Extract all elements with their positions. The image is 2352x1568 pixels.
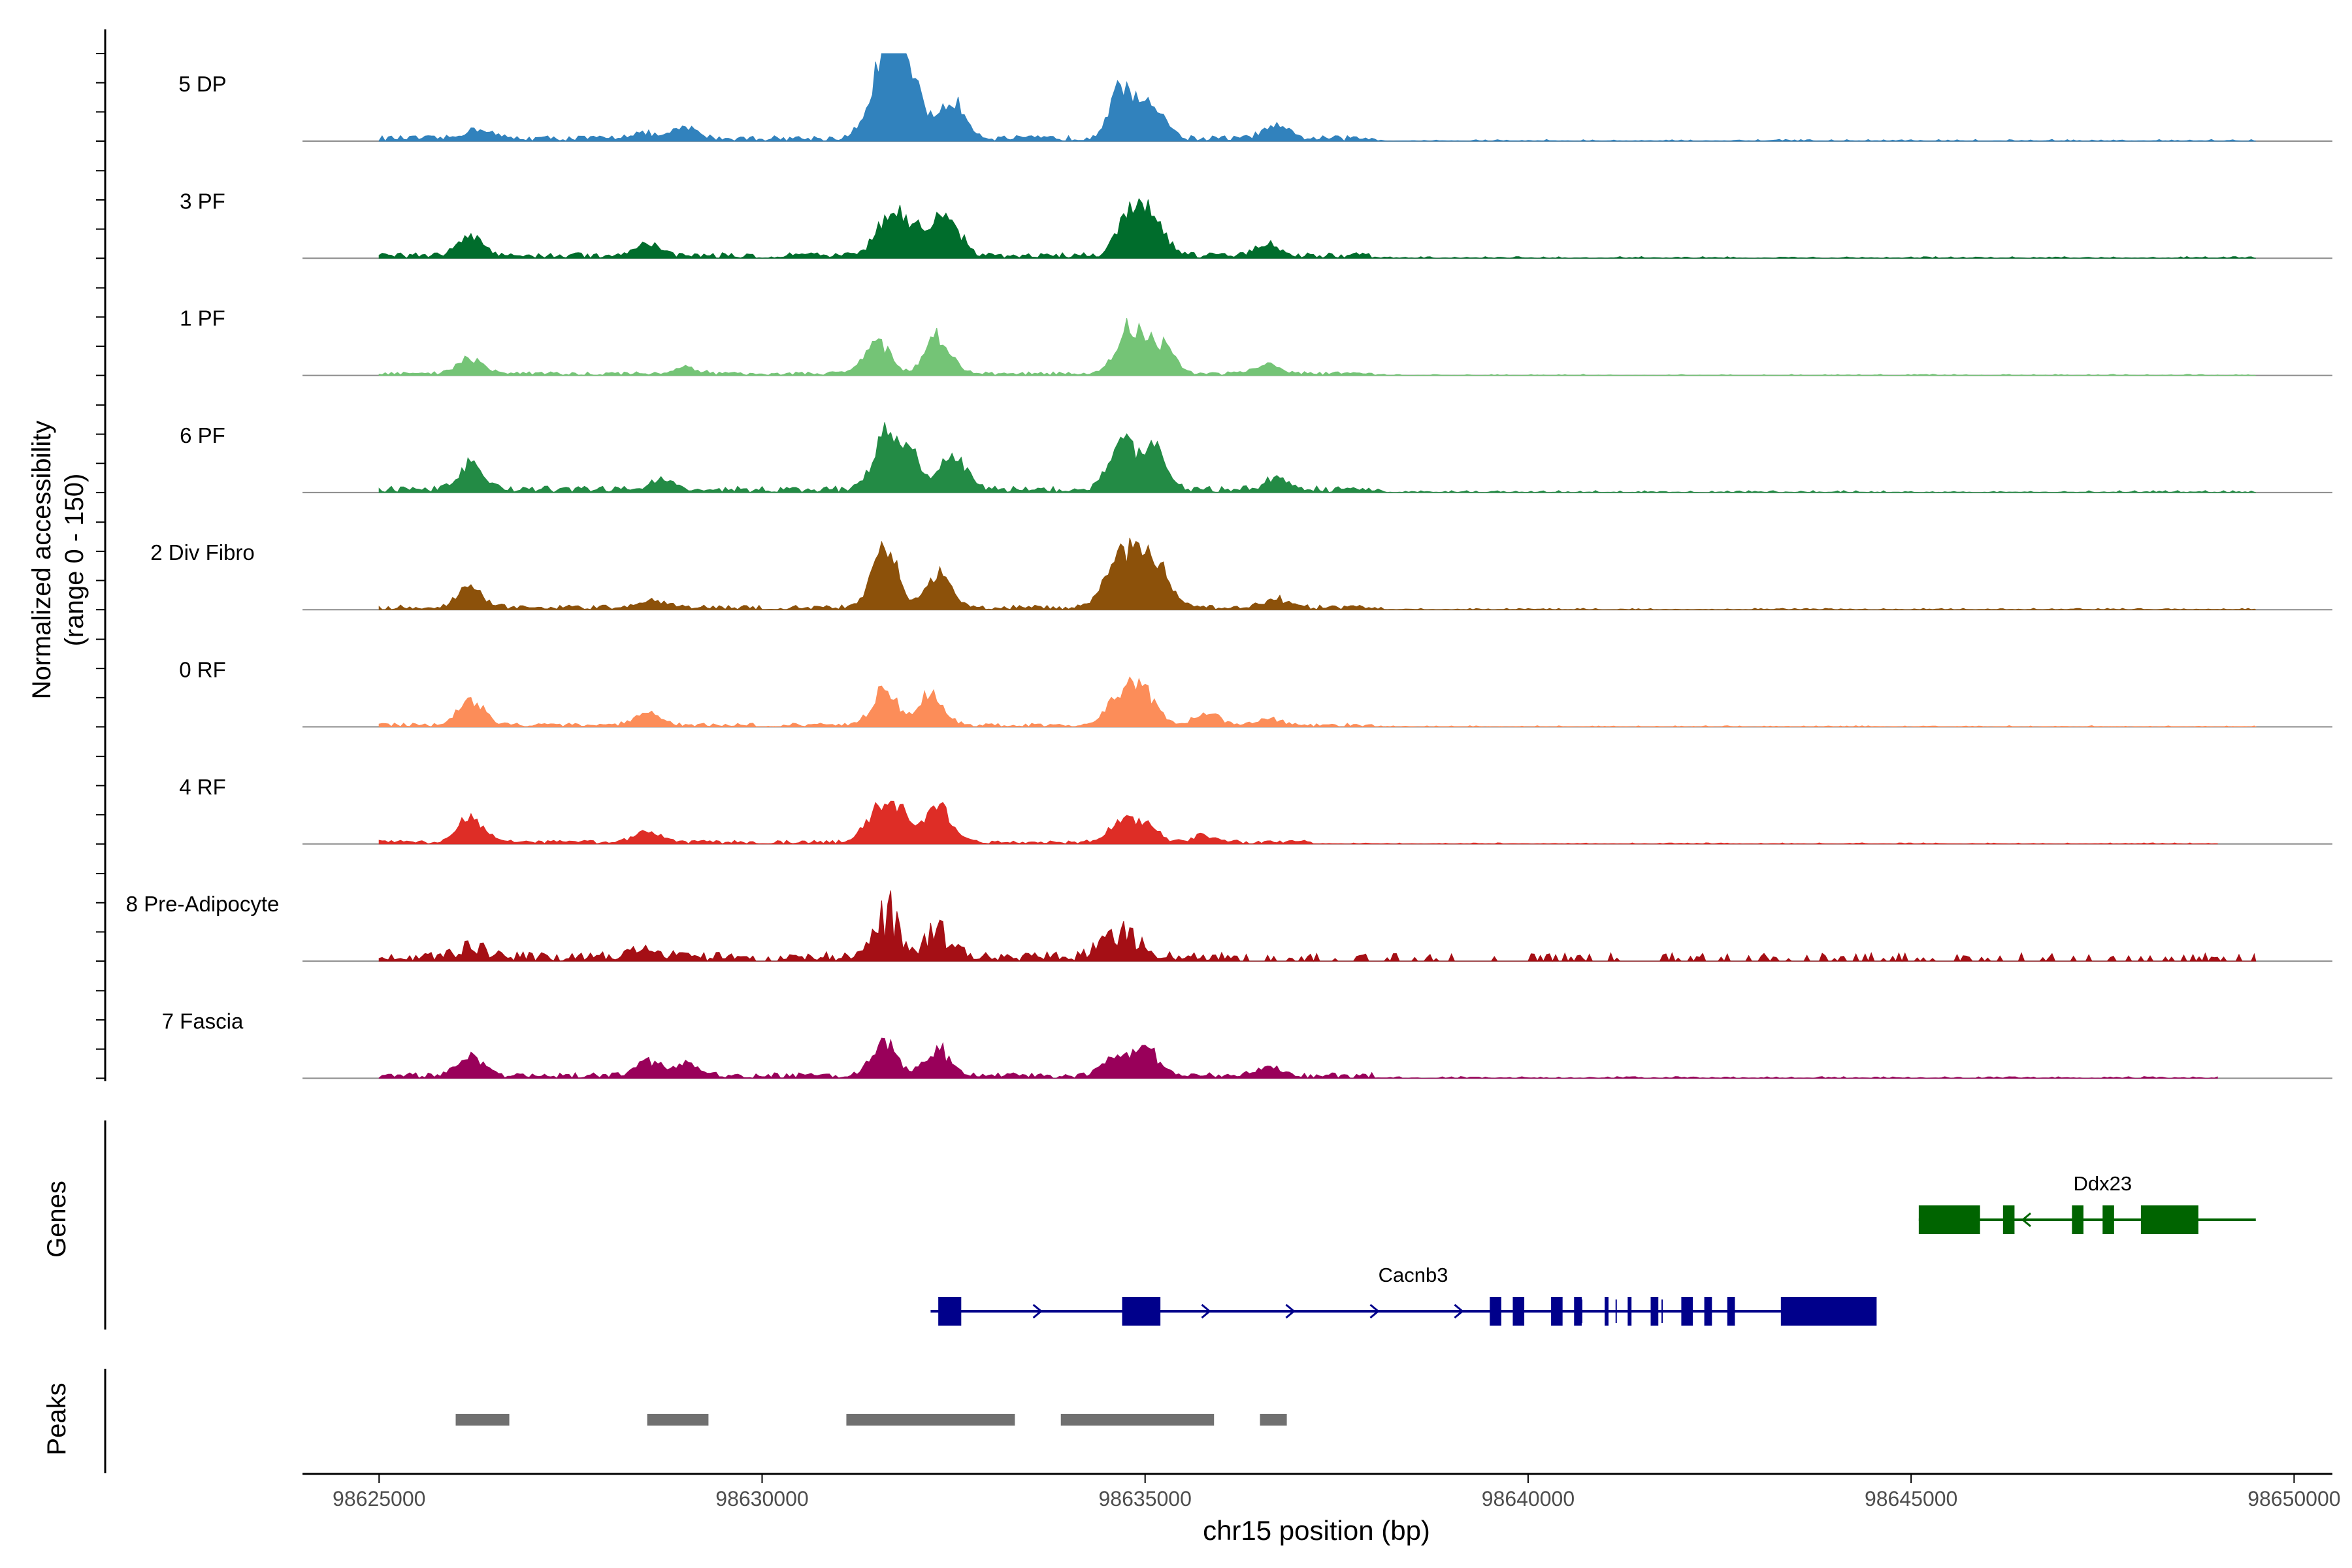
x-tick-label: 98640000 xyxy=(1482,1487,1575,1511)
track-label: 7 Fascia xyxy=(162,1009,244,1033)
track-label: 0 RF xyxy=(179,658,226,682)
gene-model: Cacnb3 xyxy=(930,1264,1877,1326)
coverage-area xyxy=(378,890,2257,962)
x-axis-title: chr15 position (bp) xyxy=(1203,1515,1430,1546)
peak-region xyxy=(455,1414,510,1426)
strand-arrow xyxy=(1285,1303,1296,1319)
coverage-area xyxy=(378,1037,2218,1079)
x-tick-label: 98630000 xyxy=(715,1487,808,1511)
gene-exon xyxy=(1512,1297,1525,1326)
gene-exon xyxy=(1551,1297,1563,1326)
coverage-area xyxy=(378,53,2256,142)
coverage-track: 5 DP xyxy=(178,53,2332,142)
gene-exon xyxy=(1918,1205,1980,1234)
coverage-track: 4 RF xyxy=(179,775,2332,845)
gene-exon xyxy=(1704,1297,1712,1326)
gene-exon xyxy=(1780,1297,1877,1326)
gene-exon xyxy=(1605,1297,1609,1326)
coverage-area xyxy=(378,318,2256,376)
gene-exon xyxy=(1727,1297,1735,1326)
coverage-area xyxy=(378,198,2256,259)
gene-exon xyxy=(2072,1205,2083,1234)
x-tick-label: 98635000 xyxy=(1099,1487,1192,1511)
strand-arrow xyxy=(1369,1303,1380,1319)
x-tick-label: 98625000 xyxy=(333,1487,425,1511)
x-tick-label: 98645000 xyxy=(1865,1487,1957,1511)
gene-exon xyxy=(1681,1297,1693,1326)
track-label: 3 PF xyxy=(180,189,225,213)
gene-exon xyxy=(1650,1297,1659,1326)
gene-exon xyxy=(1122,1297,1161,1326)
coverage-tracks: 5 DP 3 PF 1 PF 6 PF 2 Div Fibro 0 RF 4 RF 8 Pre… xyxy=(126,53,2332,1079)
gene-model: Ddx23 xyxy=(1918,1172,2256,1234)
track-label: 1 PF xyxy=(180,306,225,331)
strand-arrow xyxy=(2021,1212,2031,1228)
coverage-track: 8 Pre-Adipocyte xyxy=(126,890,2332,962)
y-axis-range-label: (range 0 - 150) xyxy=(60,474,89,647)
gene-track: Genes Ddx23 Cacnb3 xyxy=(42,1120,2256,1330)
coverage-y-axis xyxy=(96,29,106,1081)
coverage-area xyxy=(378,676,2257,728)
peak-track: Peaks xyxy=(42,1369,1287,1473)
gene-exon xyxy=(1490,1297,1501,1326)
x-axis: chr15 position (bp) 98625000 98630000 9863… xyxy=(302,1473,2341,1546)
coverage-track: 3 PF xyxy=(180,189,2332,259)
gene-exon xyxy=(2102,1205,2114,1234)
gene-exon xyxy=(1574,1297,1582,1326)
peak-region xyxy=(1060,1414,1215,1426)
track-label: 5 DP xyxy=(178,72,226,96)
strand-arrow xyxy=(1201,1303,1211,1319)
track-label: 6 PF xyxy=(180,423,225,448)
peak-region xyxy=(1260,1414,1287,1426)
gene-label: Cacnb3 xyxy=(1379,1264,1448,1286)
gene-label: Ddx23 xyxy=(2073,1172,2132,1195)
coverage-area xyxy=(378,422,2256,493)
y-axis-title: Normalized accessibility (range 0 - 150) xyxy=(27,421,89,700)
gene-exon xyxy=(2140,1205,2198,1234)
peak-region xyxy=(846,1414,1015,1426)
peaks-track-label: Peaks xyxy=(42,1382,71,1455)
gene-exon xyxy=(2002,1205,2015,1234)
coverage-track: 6 PF xyxy=(180,422,2332,493)
strand-arrow xyxy=(1454,1303,1464,1319)
genes-track-label: Genes xyxy=(42,1181,71,1258)
track-label: 4 RF xyxy=(179,775,226,799)
y-axis-label: Normalized accessibility xyxy=(27,421,56,700)
gene-exon xyxy=(1627,1297,1632,1326)
coverage-track: 7 Fascia xyxy=(162,1009,2332,1079)
gene-exon xyxy=(938,1297,962,1326)
track-label: 2 Div Fibro xyxy=(150,540,255,564)
peak-region xyxy=(647,1414,709,1426)
coverage-track: 0 RF xyxy=(179,658,2332,728)
coverage-track: 1 PF xyxy=(180,306,2332,376)
coverage-track: 2 Div Fibro xyxy=(150,538,2332,611)
x-tick-label: 98650000 xyxy=(2247,1487,2340,1511)
strand-arrow xyxy=(1032,1303,1043,1319)
coverage-area xyxy=(378,800,2218,845)
coverage-area xyxy=(378,538,2256,610)
track-label: 8 Pre-Adipocyte xyxy=(126,892,280,916)
